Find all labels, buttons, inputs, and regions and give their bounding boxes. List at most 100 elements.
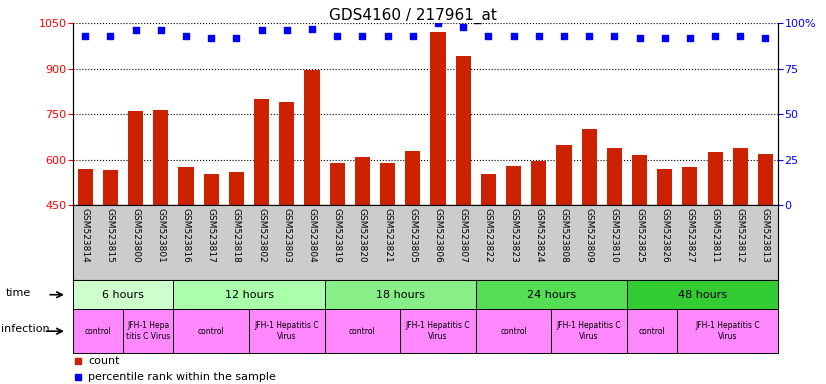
Text: control: control xyxy=(198,327,225,336)
Point xyxy=(280,27,293,33)
Bar xyxy=(73,309,123,353)
Text: 48 hours: 48 hours xyxy=(678,290,727,300)
Point xyxy=(179,33,192,39)
Bar xyxy=(154,110,169,205)
Point xyxy=(255,27,268,33)
Text: time: time xyxy=(6,288,31,298)
Bar xyxy=(657,169,672,205)
Text: 18 hours: 18 hours xyxy=(376,290,425,300)
Text: GSM523820: GSM523820 xyxy=(358,208,367,262)
Text: infection: infection xyxy=(1,324,50,334)
Text: count: count xyxy=(88,356,120,366)
Text: JFH-1 Hepatitis C
Virus: JFH-1 Hepatitis C Virus xyxy=(254,321,319,341)
Point xyxy=(431,20,444,26)
Bar xyxy=(279,102,294,205)
Bar xyxy=(123,309,173,353)
Bar xyxy=(406,151,420,205)
Point xyxy=(230,35,243,41)
Bar xyxy=(400,309,476,353)
Text: GSM523817: GSM523817 xyxy=(206,208,216,263)
Bar xyxy=(204,174,219,205)
Point xyxy=(104,33,117,39)
Point xyxy=(457,24,470,30)
Text: GSM523811: GSM523811 xyxy=(710,208,719,263)
Text: control: control xyxy=(84,327,112,336)
Bar xyxy=(627,309,677,353)
Text: GSM523825: GSM523825 xyxy=(635,208,644,262)
Point xyxy=(406,33,420,39)
Bar xyxy=(305,70,320,205)
Text: GSM523824: GSM523824 xyxy=(534,208,544,262)
Text: 24 hours: 24 hours xyxy=(527,290,576,300)
Text: GSM523823: GSM523823 xyxy=(509,208,518,262)
Bar xyxy=(733,148,748,205)
Text: JFH-1 Hepatitis C
Virus: JFH-1 Hepatitis C Virus xyxy=(406,321,470,341)
Point xyxy=(205,35,218,41)
Bar xyxy=(677,309,778,353)
Bar xyxy=(249,309,325,353)
Text: GDS4160 / 217961_at: GDS4160 / 217961_at xyxy=(329,8,497,24)
Bar xyxy=(627,280,778,309)
Point xyxy=(608,33,621,39)
Text: GSM523813: GSM523813 xyxy=(761,208,770,263)
Bar xyxy=(330,163,344,205)
Text: GSM523810: GSM523810 xyxy=(610,208,619,263)
Bar xyxy=(173,280,325,309)
Text: JFH-1 Hepatitis C
Virus: JFH-1 Hepatitis C Virus xyxy=(557,321,621,341)
Bar xyxy=(476,280,627,309)
Point xyxy=(733,33,747,39)
Point xyxy=(683,35,696,41)
Text: GSM523826: GSM523826 xyxy=(660,208,669,262)
Text: GSM523806: GSM523806 xyxy=(434,208,443,263)
Point xyxy=(582,33,596,39)
Bar xyxy=(430,32,445,205)
Point xyxy=(633,35,646,41)
Point xyxy=(759,35,772,41)
Text: JFH-1 Hepa
titis C Virus: JFH-1 Hepa titis C Virus xyxy=(126,321,170,341)
Text: GSM523812: GSM523812 xyxy=(736,208,745,262)
Point xyxy=(658,35,672,41)
Text: control: control xyxy=(638,327,666,336)
Bar xyxy=(254,99,269,205)
Bar xyxy=(758,154,773,205)
Text: control: control xyxy=(501,327,527,336)
Bar xyxy=(128,111,143,205)
Point xyxy=(78,33,92,39)
Bar xyxy=(178,167,193,205)
Text: GSM523815: GSM523815 xyxy=(106,208,115,263)
Text: GSM523809: GSM523809 xyxy=(585,208,594,263)
Text: GSM523807: GSM523807 xyxy=(458,208,468,263)
Point xyxy=(330,33,344,39)
Bar xyxy=(552,309,627,353)
Text: GSM523802: GSM523802 xyxy=(257,208,266,262)
Bar xyxy=(380,163,395,205)
Point xyxy=(532,33,545,39)
Text: GSM523801: GSM523801 xyxy=(156,208,165,263)
Point xyxy=(129,27,142,33)
Bar xyxy=(456,56,471,205)
Text: control: control xyxy=(349,327,376,336)
Bar xyxy=(78,169,93,205)
Bar xyxy=(506,166,521,205)
Bar xyxy=(103,170,118,205)
Text: GSM523818: GSM523818 xyxy=(232,208,241,263)
Bar xyxy=(173,309,249,353)
Bar xyxy=(531,161,546,205)
Point xyxy=(306,25,319,31)
Text: GSM523804: GSM523804 xyxy=(307,208,316,262)
Text: GSM523816: GSM523816 xyxy=(182,208,191,263)
Bar xyxy=(325,309,401,353)
Point xyxy=(558,33,571,39)
Point xyxy=(482,33,495,39)
Point xyxy=(356,33,369,39)
Text: GSM523822: GSM523822 xyxy=(484,208,493,262)
Bar xyxy=(325,280,476,309)
Bar xyxy=(476,309,551,353)
Text: percentile rank within the sample: percentile rank within the sample xyxy=(88,372,276,382)
Text: GSM523819: GSM523819 xyxy=(333,208,342,263)
Text: GSM523827: GSM523827 xyxy=(686,208,695,262)
Text: GSM523821: GSM523821 xyxy=(383,208,392,262)
Text: GSM523800: GSM523800 xyxy=(131,208,140,263)
Bar xyxy=(73,280,173,309)
Bar xyxy=(582,129,596,205)
